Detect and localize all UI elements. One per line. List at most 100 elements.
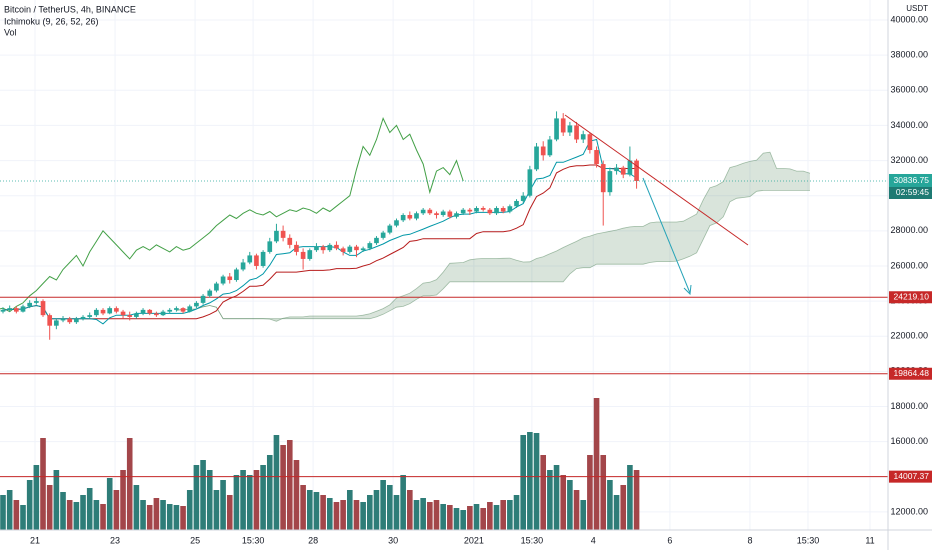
volume-bar [560,475,567,530]
candle-body [427,209,433,214]
grid [0,0,888,530]
volume-bar [260,465,266,530]
ichimoku-cloud [176,152,810,322]
volume-bar [527,432,533,530]
candle-body [227,276,233,281]
volume-bar [500,500,506,530]
candle-body [594,150,599,165]
candle-body [474,207,479,212]
last-price-label: 30836.75 [894,175,930,185]
candle-body [534,146,539,170]
candle-body [27,302,33,307]
volume-bar [467,506,473,530]
volume-bar [226,495,233,530]
y-tick-label: 34000.00 [890,120,928,130]
volume-bar [513,495,520,530]
candle-body [507,206,513,212]
volume-bar [620,485,627,530]
volume-bar [413,500,420,530]
candle-body [367,243,373,249]
candle-body [147,309,153,314]
volume-bar [567,480,573,530]
candle-body [0,309,6,312]
level-tag [889,367,932,380]
candle-body [274,230,279,242]
volume-bar [66,500,73,530]
volume-bar [0,495,6,530]
candle-body [527,169,533,196]
candle-body [627,160,633,175]
volume-bar [253,470,260,530]
ichimoku-lagging [0,117,464,313]
level-tag-label: 19864.48 [894,368,930,378]
volume-bar [400,475,406,530]
volume-bar [93,500,100,530]
countdown-label: 02:59:45 [896,187,929,197]
volume-bar [86,488,93,530]
volume-bar [146,505,153,530]
candle-body [34,301,39,303]
candle-body [380,232,386,238]
volume-bar [46,485,53,530]
volume-bar [326,498,333,530]
volume-bar [26,480,33,530]
volume-bar [613,495,620,530]
volume-bar [580,500,587,530]
candle-body [634,160,639,181]
volume-bar [160,500,166,530]
volume-bar [387,485,393,530]
candle-body [387,225,393,233]
volume-bar [520,435,526,530]
volume-bar [153,498,160,530]
volume-bar [313,492,320,530]
candle-body [514,200,519,207]
volume-bar [480,508,486,530]
volume-bar [53,470,60,530]
y-tick-label: 22000.00 [890,331,928,341]
candle-body [160,311,166,316]
volume-bar [13,500,20,530]
y-tick-label: 28000.00 [890,225,928,235]
candle-body [280,230,286,238]
candle-body [320,246,326,251]
candle-body [240,262,246,270]
volume-bar [246,475,253,530]
candle-body [414,213,419,219]
y-tick-label: 12000.00 [890,506,928,516]
volume-bar [60,492,66,530]
candle-body [154,313,159,316]
volume-bar [320,495,326,530]
candle-body [407,215,413,219]
candle-body [440,211,446,216]
candle-body [607,171,613,193]
candle-body [220,276,226,284]
volume-bar [6,490,13,530]
level-tag-label: 24219.10 [894,292,930,302]
candle-body [554,118,559,140]
volume-bar [407,490,413,530]
candle-body [520,195,526,201]
volume-bar [213,490,220,530]
candle-body [187,306,193,312]
volume-bar [547,470,553,530]
candle-body [614,167,619,172]
volume-bar [453,508,460,530]
volume-bar [507,500,513,530]
candle-body [54,320,59,326]
candle-body [60,318,66,321]
candle-body [480,207,486,210]
volume-bar [113,490,120,530]
volume-bar [40,438,46,530]
candle-body [254,255,259,266]
volume-bar [306,490,313,530]
candle-body [500,207,506,212]
volume-bar [447,505,453,530]
candle-body [67,318,73,323]
volume-bar [193,465,200,530]
candle-body [540,146,546,156]
ichimoku-span-b [176,189,810,320]
candle-body [580,134,586,140]
candle-body [207,290,213,296]
candle-body [574,125,579,140]
volume-bar [133,485,140,530]
